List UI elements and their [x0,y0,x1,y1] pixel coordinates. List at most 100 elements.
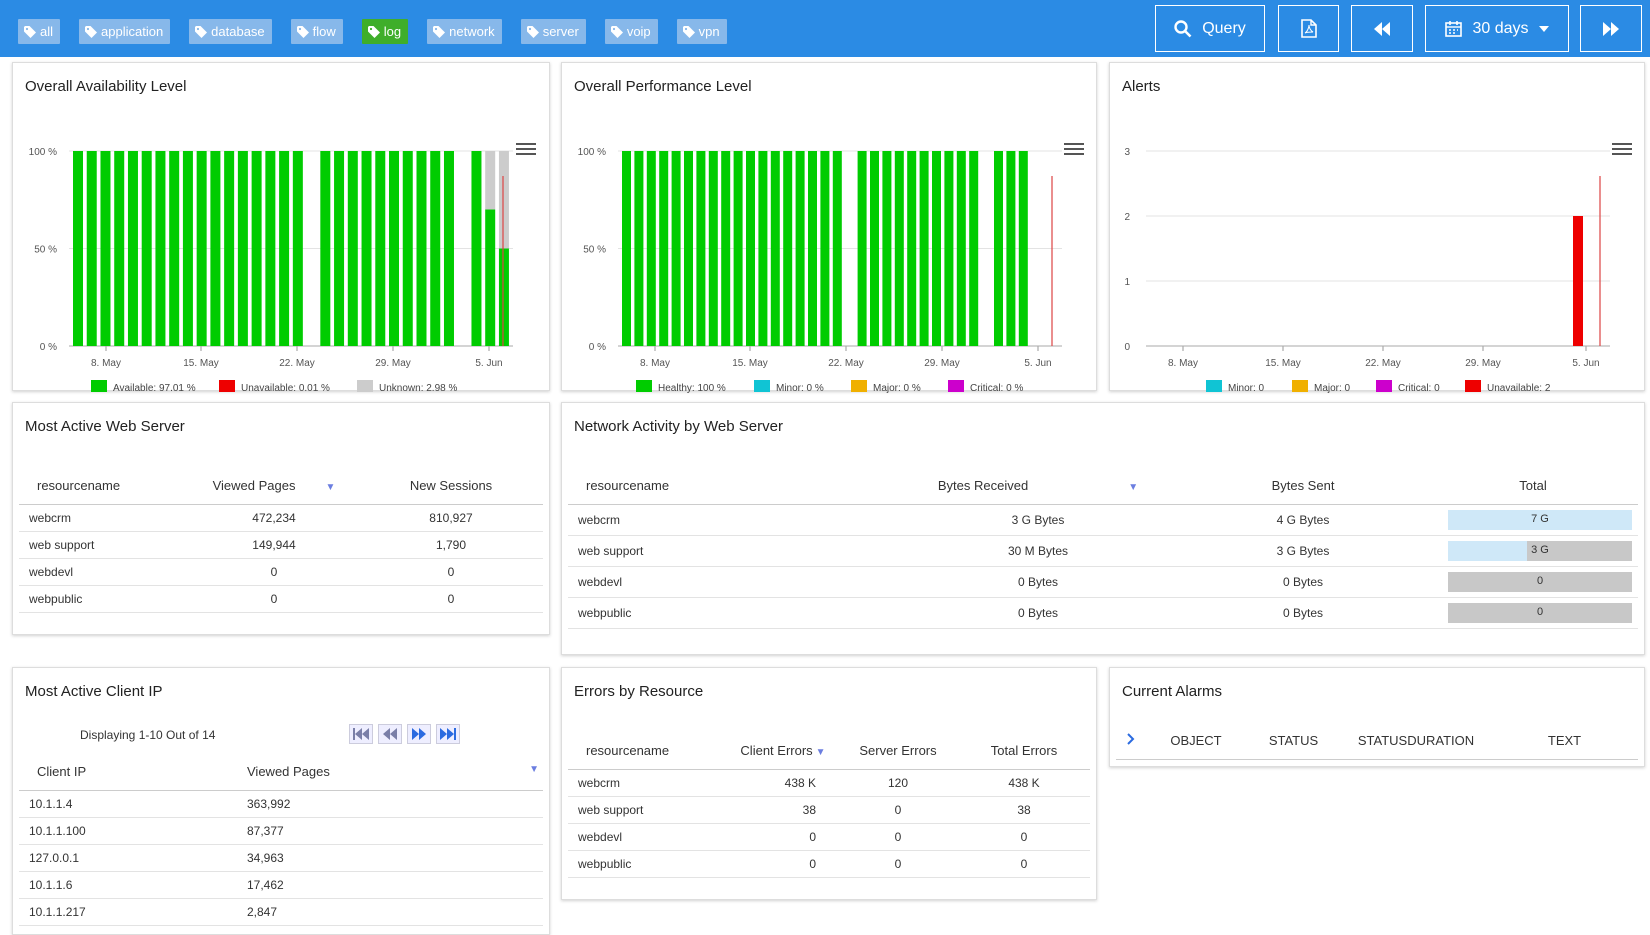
resource-link[interactable]: webcrm [19,504,189,532]
available-bar[interactable] [210,151,221,346]
legend-swatch[interactable] [754,380,770,392]
available-bar[interactable] [114,151,125,346]
available-bar[interactable] [471,151,482,346]
available-bar[interactable] [127,151,138,346]
healthy-bar[interactable] [634,151,644,346]
legend-entry[interactable]: Major: 0 [1314,383,1351,393]
available-bar[interactable] [498,248,509,347]
last-page-button[interactable] [436,724,460,744]
legend-swatch[interactable] [1376,380,1392,392]
col-new-sessions[interactable]: New Sessions [359,468,543,505]
legend-entry[interactable]: Minor: 0 [1228,383,1265,393]
healthy-bar[interactable] [882,151,892,346]
col-client-errors[interactable]: Client Errors ▼ [728,733,838,770]
col-resourcename[interactable]: resourcename [568,733,728,770]
healthy-bar[interactable] [770,151,780,346]
legend-entry[interactable]: Unavailable: 2 [1487,383,1551,393]
legend-swatch[interactable] [91,380,107,392]
unknown-bar[interactable] [485,151,496,210]
resource-link[interactable]: webdevl [568,823,728,851]
healthy-bar[interactable] [646,151,656,346]
available-bar[interactable] [86,151,97,346]
next-period-button[interactable] [1580,5,1642,52]
col-viewed-pages[interactable]: Viewed Pages ▼ [247,754,543,791]
col-text[interactable]: TEXT [1491,723,1638,760]
resource-link[interactable]: webdevl [19,558,189,586]
resource-link[interactable]: web support [19,531,189,559]
available-bar[interactable] [100,151,111,346]
available-bar[interactable] [485,209,496,347]
available-bar[interactable] [402,151,413,346]
tag-flow[interactable]: flow [290,19,343,44]
legend-swatch[interactable] [1206,380,1222,392]
healthy-bar[interactable] [832,151,842,346]
pdf-export-button[interactable] [1278,5,1339,52]
resource-link[interactable]: web support [568,796,728,824]
legend-swatch[interactable] [948,380,964,392]
available-bar[interactable] [224,151,235,346]
col-bytes-sent[interactable]: Bytes Sent [1178,468,1428,505]
available-bar[interactable] [265,151,276,346]
tag-vpn[interactable]: vpn [676,19,727,44]
healthy-bar[interactable] [671,151,681,346]
available-bar[interactable] [334,151,345,346]
available-bar[interactable] [251,151,262,346]
tag-log[interactable]: log [361,19,409,44]
healthy-bar[interactable] [684,151,693,346]
available-bar[interactable] [169,151,180,346]
first-page-button[interactable] [349,724,373,744]
expand-toggle[interactable] [1116,723,1146,760]
resource-link[interactable]: webcrm [568,504,898,536]
resource-link[interactable]: web support [568,535,898,567]
healthy-bar[interactable] [733,151,743,346]
healthy-bar[interactable] [994,151,1003,346]
chart-menu-icon[interactable] [1064,143,1084,157]
healthy-bar[interactable] [795,151,805,346]
available-bar[interactable] [361,151,372,346]
available-bar[interactable] [182,151,193,346]
previous-page-button[interactable] [378,724,402,744]
col-bytes-received[interactable]: Bytes Received ▼ [898,468,1178,505]
available-bar[interactable] [196,151,207,346]
available-bar[interactable] [375,151,386,346]
tag-application[interactable]: application [79,19,171,44]
available-bar[interactable] [389,151,400,346]
healthy-bar[interactable] [708,151,718,346]
legend-swatch[interactable] [1292,380,1308,392]
available-bar[interactable] [320,151,331,346]
available-bar[interactable] [237,151,248,346]
col-server-errors[interactable]: Server Errors [838,733,958,770]
next-page-button[interactable] [407,724,431,744]
healthy-bar[interactable] [969,151,979,346]
legend-swatch[interactable] [851,380,867,392]
legend-swatch[interactable] [1465,380,1481,392]
col-resourcename[interactable]: resourcename [19,468,189,505]
healthy-bar[interactable] [857,151,867,346]
healthy-bar[interactable] [1018,151,1028,346]
healthy-bar[interactable] [783,151,793,346]
healthy-bar[interactable] [956,151,966,346]
resource-link[interactable]: webcrm [568,769,728,797]
available-bar[interactable] [416,151,427,346]
tag-database[interactable]: database [189,19,272,44]
resource-link[interactable]: webpublic [568,597,898,629]
available-bar[interactable] [73,151,83,346]
query-button[interactable]: Query [1155,5,1265,52]
tag-server[interactable]: server [520,19,586,44]
available-bar[interactable] [141,151,152,346]
healthy-bar[interactable] [696,151,706,346]
healthy-bar[interactable] [808,151,817,346]
available-bar[interactable] [443,151,454,346]
col-client-ip[interactable]: Client IP [19,754,247,791]
healthy-bar[interactable] [870,151,879,346]
resource-link[interactable]: webpublic [19,585,189,613]
healthy-bar[interactable] [919,151,929,346]
tag-voip[interactable]: voip [604,19,658,44]
available-bar[interactable] [430,151,441,346]
healthy-bar[interactable] [894,151,904,346]
col-statusduration[interactable]: STATUSDURATION [1341,723,1491,760]
chart-menu-icon[interactable] [1612,143,1632,157]
legend-entry[interactable]: Major: 0 % [873,383,921,393]
col-resourcename[interactable]: resourcename [568,468,898,505]
healthy-bar[interactable] [1006,151,1016,346]
